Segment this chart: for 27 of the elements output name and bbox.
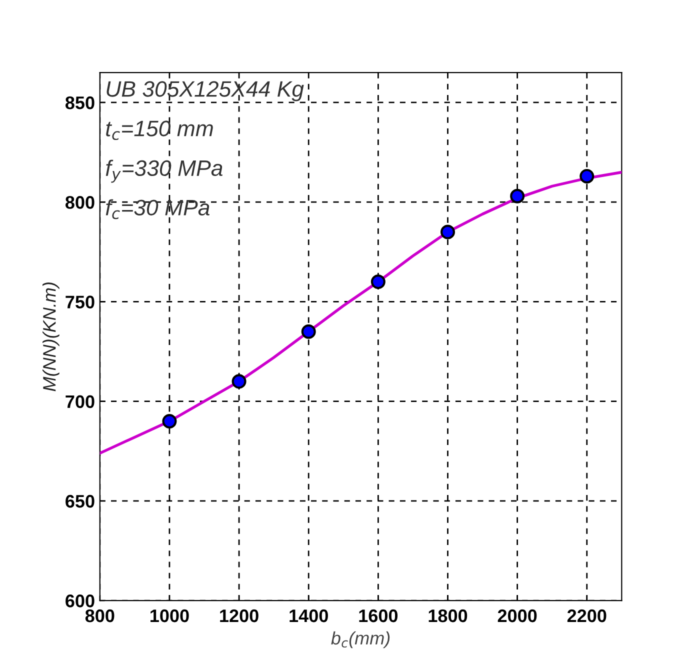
y-tick-label: 650 bbox=[66, 494, 94, 508]
x-axis-title: b$_{c}$(mm) bbox=[331, 631, 390, 648]
point bbox=[301, 324, 316, 339]
point bbox=[370, 274, 386, 290]
y-tick-label: 600 bbox=[66, 594, 94, 608]
x-tick-label: 1000 bbox=[150, 609, 189, 622]
annotation: f$_{c}$=30 MPa bbox=[106, 199, 210, 220]
y-tick-label: 800 bbox=[65, 196, 94, 209]
x-tick-label: 1600 bbox=[359, 609, 398, 622]
x-tick-label: 2200 bbox=[567, 609, 606, 622]
y-axis-title: M(NN)(KN.m) bbox=[42, 282, 60, 392]
point bbox=[162, 414, 177, 429]
annotation: f$_{y}$=330 MPa bbox=[106, 160, 222, 183]
point bbox=[580, 168, 594, 184]
point bbox=[232, 374, 246, 389]
x-tick-label: 800 bbox=[85, 609, 114, 622]
x-tick-label: 1800 bbox=[428, 609, 468, 622]
annotation: UB 305X125X44 Kg bbox=[106, 81, 304, 102]
y-tick-label: 850 bbox=[65, 96, 94, 110]
point bbox=[510, 188, 525, 204]
annotation: t$_{c}$=150 mm bbox=[106, 120, 213, 140]
x-tick-label: 1400 bbox=[290, 609, 328, 622]
y-tick-label: 750 bbox=[66, 296, 94, 308]
x-tick-label: 2000 bbox=[498, 609, 537, 622]
point bbox=[440, 224, 456, 240]
x-tick-label: 1200 bbox=[220, 609, 258, 622]
y-tick-label: 700 bbox=[66, 395, 94, 408]
